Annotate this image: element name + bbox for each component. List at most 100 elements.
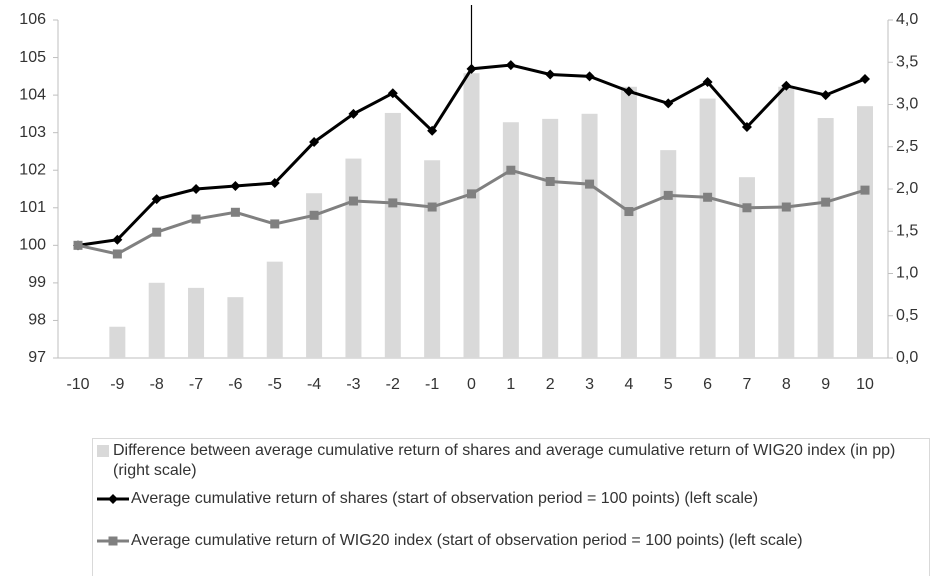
marker (152, 227, 162, 237)
legend-label: Difference between average cumulative re… (113, 442, 896, 479)
y2-tick-label: 0,0 (896, 349, 918, 366)
x-tick-label: -4 (307, 376, 321, 393)
bar (581, 113, 598, 358)
marker (623, 86, 634, 97)
bar (463, 73, 480, 359)
marker (387, 88, 398, 99)
x-tick-label: 6 (703, 376, 712, 393)
legend-swatch (97, 445, 109, 457)
bar (660, 150, 677, 358)
marker (270, 219, 280, 229)
marker (348, 108, 359, 119)
x-tick-label: 2 (546, 376, 555, 393)
y2-tick-label: 3,0 (896, 96, 918, 113)
x-tick-label: 7 (742, 376, 751, 393)
x-tick-label: -7 (189, 376, 203, 393)
bar (345, 158, 362, 358)
y-tick-label: 97 (28, 349, 46, 366)
y-tick-label: 102 (19, 161, 46, 178)
marker (467, 189, 476, 199)
x-tick-label: 1 (506, 376, 515, 393)
marker (584, 71, 595, 82)
marker (781, 80, 792, 91)
bar (109, 326, 126, 358)
legend-swatch (97, 536, 129, 546)
marker (427, 202, 437, 212)
y-tick-label: 101 (19, 199, 46, 216)
marker (151, 194, 162, 205)
bar (148, 282, 165, 358)
marker (545, 69, 556, 80)
legend-label: Average cumulative return of shares (sta… (131, 490, 759, 507)
marker (703, 192, 713, 202)
x-tick-label: 0 (467, 376, 476, 393)
y2-tick-label: 1,5 (896, 222, 918, 239)
x-tick-label: -10 (66, 376, 89, 393)
bar (227, 297, 244, 358)
bar (738, 177, 755, 358)
marker (230, 180, 241, 191)
x-tick-label: 10 (856, 376, 874, 393)
marker (545, 176, 555, 186)
marker (506, 165, 516, 175)
legend-entry: Average cumulative return of WIG20 index… (97, 531, 925, 551)
marker (112, 234, 123, 245)
y2-tick-label: 2,0 (896, 180, 918, 197)
x-tick-label: -1 (425, 376, 439, 393)
marker (348, 196, 358, 206)
swatch (97, 445, 109, 457)
y-tick-label: 103 (19, 124, 46, 141)
x-tick-label: -9 (110, 376, 124, 393)
marker (230, 207, 240, 217)
x-tick-label: 8 (782, 376, 791, 393)
swatch-marker (108, 494, 118, 504)
marker (191, 214, 201, 224)
bar (424, 160, 441, 358)
x-tick-label: -8 (150, 376, 164, 393)
marker (860, 185, 870, 195)
bar (699, 98, 716, 359)
legend-entry: Average cumulative return of shares (sta… (97, 489, 925, 509)
marker (466, 63, 477, 74)
marker (820, 90, 831, 101)
y2-tick-label: 2,5 (896, 138, 918, 155)
y-tick-label: 99 (28, 274, 46, 291)
x-tick-label: -3 (346, 376, 360, 393)
bar (778, 86, 795, 358)
y-tick-label: 104 (19, 86, 46, 103)
marker (702, 76, 713, 87)
x-tick-label: 3 (585, 376, 594, 393)
bar (384, 112, 401, 358)
y2-tick-label: 4,0 (896, 11, 918, 28)
x-tick-label: -2 (386, 376, 400, 393)
x-tick-label: 4 (624, 376, 633, 393)
marker (112, 249, 122, 259)
legend-swatch (97, 494, 129, 504)
marker (309, 210, 319, 220)
marker (269, 177, 280, 188)
marker (427, 125, 438, 136)
marker (585, 179, 595, 189)
bar (857, 106, 873, 358)
bar (306, 193, 323, 358)
y-tick-label: 100 (19, 237, 46, 254)
y2-tick-label: 0,5 (896, 307, 918, 324)
y-tick-label: 98 (28, 312, 46, 329)
bar (502, 122, 519, 359)
marker (73, 240, 83, 250)
marker (860, 73, 870, 84)
chart: 9798991001011021031041051060,00,51,01,52… (19, 5, 918, 393)
marker (309, 137, 320, 148)
marker (624, 207, 634, 217)
marker (191, 184, 202, 194)
x-tick-label: 9 (821, 376, 830, 393)
marker (741, 122, 752, 133)
y-tick-label: 105 (19, 49, 46, 66)
x-tick-label: 5 (664, 376, 673, 393)
marker (663, 190, 673, 200)
bar (542, 118, 559, 359)
marker (742, 203, 752, 213)
marker (388, 198, 398, 208)
bar (266, 261, 283, 358)
